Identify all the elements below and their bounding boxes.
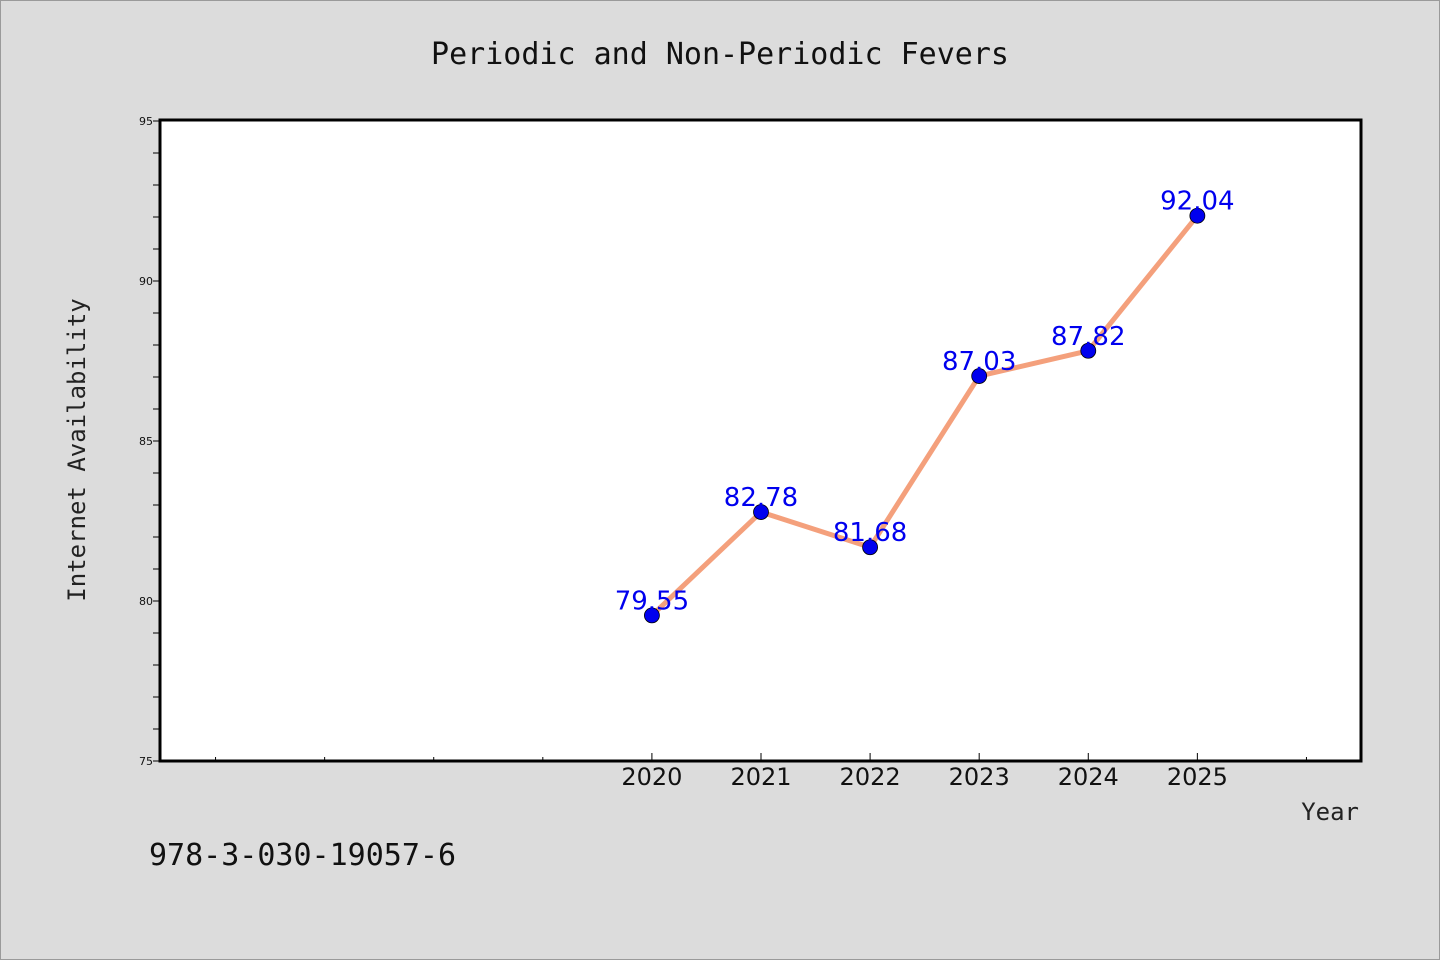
data-label: 87.03 xyxy=(942,347,1016,377)
data-point xyxy=(753,504,769,520)
data-point xyxy=(644,607,660,624)
x-tick-label: 2020 xyxy=(621,763,682,791)
isbn-footer: 978-3-030-19057-6 xyxy=(149,838,456,873)
x-tick-label: 2021 xyxy=(730,763,791,791)
data-label: 81.68 xyxy=(833,518,907,548)
x-tick-label: 2024 xyxy=(1058,763,1119,791)
plot-area xyxy=(158,118,1363,763)
y-tick-label: 85 xyxy=(139,435,153,448)
series-line xyxy=(649,213,1200,618)
y-axis-ticks: 75 80 85 90 95 xyxy=(139,115,161,768)
y-tick-label: 80 xyxy=(139,595,153,608)
y-tick-label: 95 xyxy=(139,115,153,128)
x-tick-label: 2022 xyxy=(840,763,901,791)
y-tick-label: 90 xyxy=(139,275,153,288)
y-tick-label: 75 xyxy=(139,755,153,768)
data-label: 79.55 xyxy=(615,586,689,616)
data-label: 87.82 xyxy=(1051,322,1125,352)
data-label: 92.04 xyxy=(1160,187,1234,217)
x-tick-label: 2023 xyxy=(949,763,1010,791)
data-point xyxy=(1189,207,1206,224)
x-tick-label: 2025 xyxy=(1167,763,1228,791)
data-point xyxy=(971,368,988,384)
series-group: 79.55 82.78 81.68 87.03 87.82 92.04 xyxy=(615,187,1235,624)
data-label: 82.78 xyxy=(724,483,798,513)
x-axis-ticks: 2020 2021 2022 2023 2024 2025 xyxy=(215,753,1307,791)
data-point xyxy=(1080,342,1097,359)
data-point xyxy=(862,539,878,556)
y-axis-label: Internet Availability xyxy=(63,298,91,601)
x-axis-label: Year xyxy=(1301,798,1359,826)
chart-title: Periodic and Non-Periodic Fevers xyxy=(431,37,1009,72)
